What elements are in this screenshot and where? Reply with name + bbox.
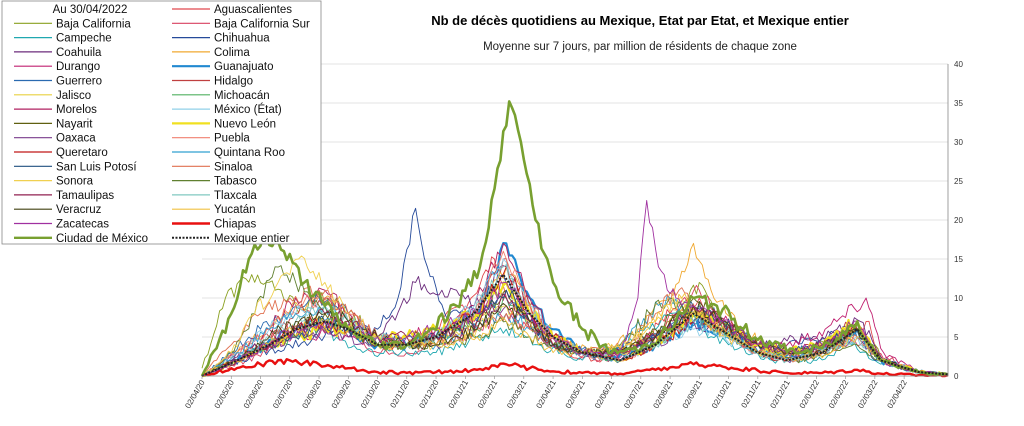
series-line (200, 100, 949, 377)
y-tick-label: 20 (954, 216, 963, 225)
legend-entry-label: Hidalgo (214, 76, 253, 88)
y-tick-label: 30 (954, 138, 963, 147)
y-tick-label: 10 (954, 294, 963, 303)
y-tick-label: 35 (954, 99, 963, 108)
legend-entry-label: Zacatecas (56, 219, 109, 231)
legend-entry-label: Yucatán (214, 204, 256, 216)
legend-entry-label: Baja California (56, 18, 131, 30)
legend-entry-label: Guanajuato (214, 61, 273, 73)
legend-entry-label: Tabasco (214, 176, 257, 188)
legend-entry-label: Queretaro (56, 147, 108, 159)
legend-entry-label: Mexique entier (214, 233, 290, 245)
legend-entry-label: Veracruz (56, 204, 102, 216)
legend-entry-label: Oaxaca (56, 133, 96, 145)
y-tick-label: 40 (954, 60, 963, 69)
series-line (201, 300, 949, 377)
legend-entry-label: Jalisco (56, 90, 91, 102)
legend-entry-label: México (État) (214, 103, 282, 116)
series-line (201, 273, 949, 377)
legend-entry-label: Guerrero (56, 76, 102, 88)
y-tick-label: 0 (954, 372, 959, 381)
legend-entry-label: Tlaxcala (214, 190, 257, 202)
legend-entry-label: Sinaloa (214, 161, 253, 173)
legend-entry-label: Ciudad de México (56, 233, 148, 245)
series-line (201, 358, 949, 378)
chart-title: Nb de décès quotidiens au Mexique, Etat … (431, 13, 849, 28)
legend-entry-label: Durango (56, 61, 100, 73)
chart-subtitle: Moyenne sur 7 jours, par million de rési… (483, 41, 797, 53)
y-tick-label: 25 (954, 177, 963, 186)
legend-entry-label: Morelos (56, 104, 97, 116)
legend-entry-label: Nayarit (56, 118, 93, 130)
legend-entry-label: Michoacán (214, 90, 270, 102)
legend-entry-label: Tamaulipas (56, 190, 114, 202)
legend-entry-label: Campeche (56, 33, 112, 45)
y-tick-label: 5 (954, 333, 959, 342)
y-tick-label: 15 (954, 255, 963, 264)
legend-entry-label: Sonora (56, 176, 94, 188)
legend-entry-label: Chiapas (214, 219, 256, 231)
legend-entry-label: Puebla (214, 133, 250, 145)
legend-title: Au 30/04/2022 (53, 4, 128, 16)
legend-box (1, 0, 322, 245)
legend-entry-label: Baja California Sur (214, 18, 310, 30)
series-line (201, 292, 949, 377)
legend-entry-label: Aguascalientes (214, 4, 292, 16)
legend-entry-label: Coahuila (56, 47, 102, 59)
legend-entry-label: San Luis Potosí (56, 161, 137, 173)
legend-entry-label: Colima (214, 47, 250, 59)
legend: Au 30/04/2022 Aguascalientes Baja Califor… (1, 0, 322, 245)
legend-entry-label: Chihuahua (214, 33, 270, 45)
legend-entry-label: Nuevo León (214, 118, 276, 130)
series-lines (200, 100, 949, 378)
legend-entry-label: Quintana Roo (214, 147, 285, 159)
